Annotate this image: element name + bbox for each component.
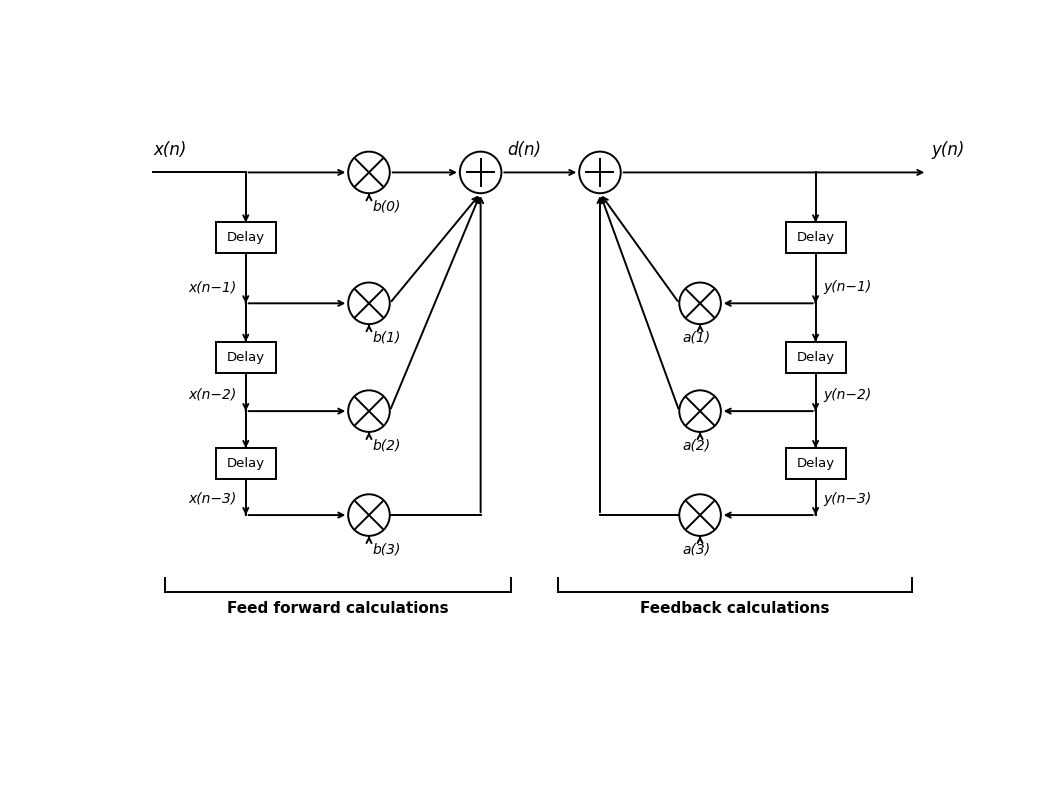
Bar xyxy=(216,448,276,479)
Text: a(1): a(1) xyxy=(682,330,710,344)
Circle shape xyxy=(680,283,721,324)
Text: b(2): b(2) xyxy=(372,438,401,452)
Text: Delay: Delay xyxy=(796,351,834,364)
Bar xyxy=(786,222,846,253)
Circle shape xyxy=(348,390,390,432)
Circle shape xyxy=(348,494,390,536)
Text: x(n−1): x(n−1) xyxy=(188,280,237,294)
Text: Delay: Delay xyxy=(227,231,265,244)
Text: d(n): d(n) xyxy=(507,141,542,158)
Text: a(3): a(3) xyxy=(682,542,710,556)
Circle shape xyxy=(580,152,621,193)
Text: x(n): x(n) xyxy=(154,141,187,158)
Text: Delay: Delay xyxy=(227,351,265,364)
Text: y(n−3): y(n−3) xyxy=(824,492,871,506)
Text: b(0): b(0) xyxy=(372,200,401,213)
Text: Feed forward calculations: Feed forward calculations xyxy=(227,601,449,617)
Text: Delay: Delay xyxy=(227,457,265,470)
Bar xyxy=(786,448,846,479)
Text: y(n−1): y(n−1) xyxy=(824,280,871,294)
Circle shape xyxy=(348,283,390,324)
Circle shape xyxy=(348,152,390,193)
Text: y(n−2): y(n−2) xyxy=(824,388,871,402)
Circle shape xyxy=(680,390,721,432)
Circle shape xyxy=(680,494,721,536)
Text: Delay: Delay xyxy=(796,457,834,470)
Text: Feedback calculations: Feedback calculations xyxy=(640,601,829,617)
Bar xyxy=(216,222,276,253)
Text: b(3): b(3) xyxy=(372,542,401,556)
Text: a(2): a(2) xyxy=(682,438,710,452)
Circle shape xyxy=(460,152,502,193)
Text: Delay: Delay xyxy=(796,231,834,244)
Text: x(n−3): x(n−3) xyxy=(188,492,237,506)
Text: x(n−2): x(n−2) xyxy=(188,388,237,402)
Text: b(1): b(1) xyxy=(372,330,401,344)
Bar xyxy=(786,342,846,372)
Text: y(n): y(n) xyxy=(931,141,965,158)
Bar xyxy=(216,342,276,372)
